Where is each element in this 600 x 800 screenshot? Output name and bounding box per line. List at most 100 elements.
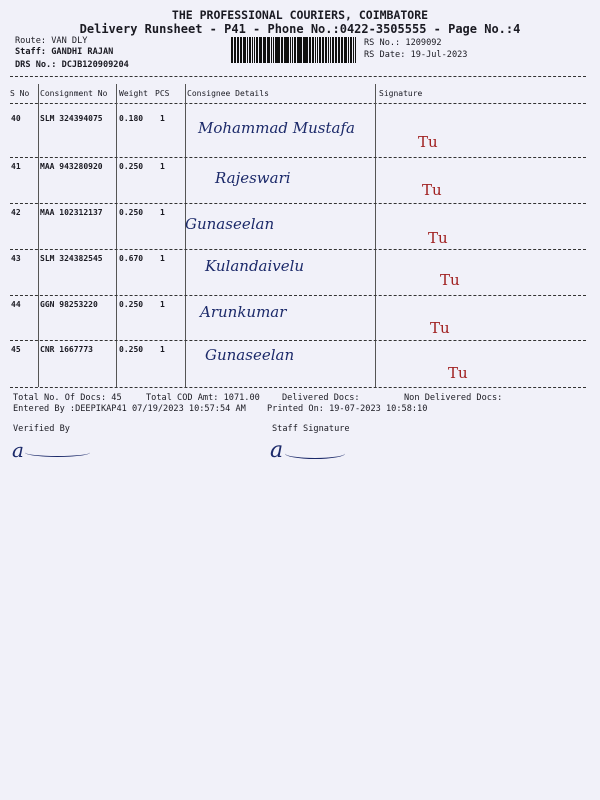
barcode-bar: [312, 37, 315, 63]
barcode-bar: [287, 37, 290, 63]
barcode-bar: [253, 37, 255, 63]
barcode-bar: [265, 37, 266, 63]
row-pcs: 1: [160, 114, 165, 123]
barcode-bar: [294, 37, 297, 63]
row-weight: 0.250: [119, 300, 144, 309]
barcode-bar: [266, 37, 268, 63]
row-weight: 0.670: [119, 254, 144, 263]
barcode-bar: [330, 37, 332, 63]
rs-number: RS No.: 1209092: [364, 38, 442, 48]
barcode-bar: [325, 37, 328, 63]
barcode-bar: [321, 37, 323, 63]
row-consignment: MAA 943280920: [40, 162, 103, 171]
barcode-bar: [234, 37, 237, 63]
divider: [10, 103, 586, 104]
col-consignee: Consignee Details: [187, 89, 269, 98]
row-consignment: SLM 324382545: [40, 254, 103, 263]
row-pcs: 1: [160, 254, 165, 263]
non-delivered-docs: Non Delivered Docs:: [404, 393, 503, 403]
barcode-bar: [237, 37, 240, 63]
company-name: THE PROFESSIONAL COURIERS, COIMBATORE: [171, 8, 429, 22]
row-consignee-handwritten: Gunaseelan: [205, 346, 295, 364]
runsheet-title: Delivery Runsheet - P41 - Phone No.:0422…: [79, 22, 521, 36]
row-consignee-handwritten: Arunkumar: [200, 303, 287, 321]
staff-signature-stroke: [285, 448, 345, 459]
divider: [10, 295, 586, 296]
barcode-bar: [249, 37, 252, 63]
barcode-bar: [350, 37, 353, 63]
row-sno: 42: [11, 208, 21, 217]
barcode-bar: [283, 37, 285, 63]
row-signature-handwritten: Tu: [430, 319, 450, 337]
row-pcs: 1: [160, 208, 165, 217]
row-consignee-handwritten: Kulandaivelu: [205, 257, 305, 275]
row-sno: 44: [11, 300, 21, 309]
verifier-signature-stroke: [25, 448, 90, 457]
column-rule: [116, 84, 117, 387]
barcode-bar: [297, 37, 298, 63]
row-weight: 0.250: [119, 208, 144, 217]
row-sno: 43: [11, 254, 21, 263]
row-consignment: CNR 1667773: [40, 345, 93, 354]
barcode-bar: [300, 37, 303, 63]
barcode-bar: [233, 37, 235, 63]
divider: [10, 203, 586, 204]
barcode-bar: [323, 37, 325, 63]
staff-signature-mark: a: [270, 438, 284, 463]
verifier-signature-mark: a: [12, 438, 24, 462]
row-consignee-handwritten: Rajeswari: [215, 169, 291, 187]
barcode-bar: [271, 37, 273, 63]
col-pcs: PCS: [155, 89, 170, 98]
barcode-bar: [290, 37, 291, 63]
barcode-bar: [348, 37, 350, 63]
col-weight: Weight: [119, 89, 148, 98]
row-consignee-handwritten: Gunaseelan: [185, 215, 275, 233]
row-pcs: 1: [160, 345, 165, 354]
barcode-bar: [328, 37, 330, 63]
verified-by-label: Verified By: [13, 424, 70, 434]
row-consignment: SLM 324394075: [40, 114, 103, 123]
divider: [10, 157, 586, 158]
barcode-bar: [231, 37, 233, 63]
rs-date: RS Date: 19-Jul-2023: [364, 50, 468, 60]
barcode-bar: [268, 37, 271, 63]
barcode-bar: [260, 37, 262, 63]
entered-by: Entered By :DEEPIKAP41 07/19/2023 10:57:…: [13, 404, 246, 414]
delivered-docs: Delivered Docs:: [282, 393, 360, 403]
barcode-bar: [318, 37, 321, 63]
barcode-bar: [341, 37, 344, 63]
barcode-bar: [277, 37, 278, 63]
barcode-bar: [343, 37, 346, 63]
column-rule: [375, 84, 376, 387]
barcode-bar: [353, 37, 354, 63]
row-signature-handwritten: Tu: [428, 229, 448, 247]
divider: [10, 340, 586, 341]
barcode-bar: [240, 37, 243, 63]
printed-on: Printed On: 19-07-2023 10:58:10: [267, 404, 428, 414]
row-sno: 40: [11, 114, 21, 123]
barcode-bar: [334, 37, 336, 63]
barcode-bar: [338, 37, 341, 63]
barcode-bar: [247, 37, 249, 63]
barcode-bar: [335, 37, 338, 63]
row-signature-handwritten: Tu: [418, 133, 438, 151]
barcode-bar: [242, 37, 245, 63]
barcode-bar: [255, 37, 258, 63]
barcode-bar: [258, 37, 260, 63]
row-weight: 0.250: [119, 162, 144, 171]
row-pcs: 1: [160, 162, 165, 171]
barcode-bar: [316, 37, 318, 63]
barcode: [231, 37, 357, 63]
barcode-bar: [278, 37, 280, 63]
divider: [10, 249, 586, 250]
barcode-bar: [274, 37, 277, 63]
col-consignment: Consignment No: [40, 89, 108, 98]
barcode-bar: [304, 37, 306, 63]
row-weight: 0.250: [119, 345, 144, 354]
row-signature-handwritten: Tu: [440, 271, 460, 289]
row-pcs: 1: [160, 300, 165, 309]
row-sno: 45: [11, 345, 21, 354]
column-rule: [38, 84, 39, 387]
barcode-bar: [346, 37, 348, 63]
barcode-bar: [245, 37, 247, 63]
